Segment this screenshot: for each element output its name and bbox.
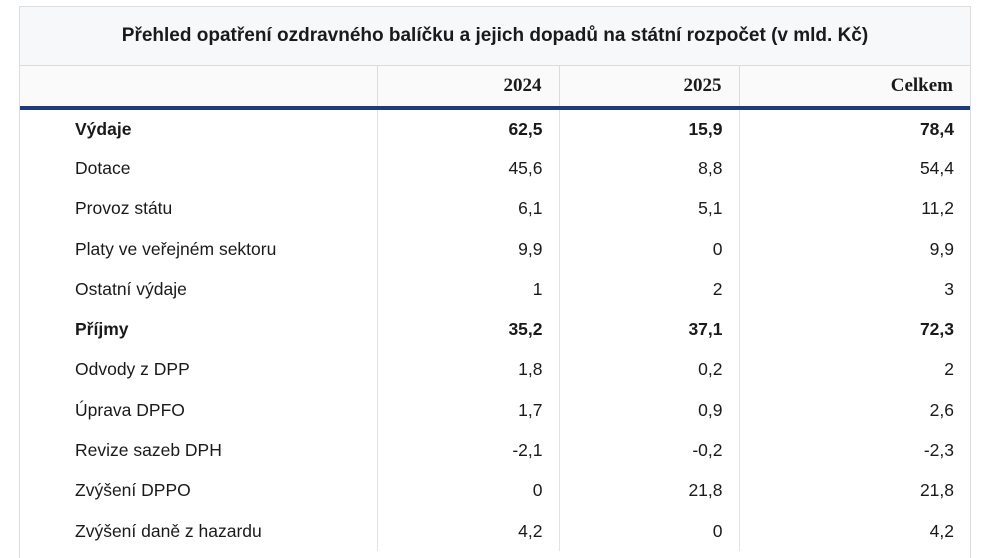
cell-total: -2,3 (923, 440, 954, 461)
table-row: Zvýšení daně z hazardu 4,2 0 4,2 (20, 510, 970, 552)
cell-total: 11,2 (921, 198, 954, 219)
row-label: Příjmy (20, 309, 378, 350)
cell-2025: 0 (559, 510, 740, 552)
cell-2024: 1,7 (377, 390, 560, 431)
cell-total: 9,9 (929, 238, 954, 259)
cell-total: 3 (944, 278, 954, 299)
cell-2024: 0 (377, 470, 560, 511)
table-row: Ostatní výdaje 1 2 3 (20, 269, 970, 310)
cell-2024: 4,2 (377, 510, 560, 552)
cell-2025: -0,2 (559, 430, 740, 471)
cell-2024: 1 (377, 269, 560, 310)
column-header-label (20, 66, 378, 110)
table-container: Přehled opatření ozdravného balíčku a je… (19, 6, 971, 558)
table-row: Úprava DPFO 1,7 0,9 2,6 (20, 390, 970, 431)
cell-2025: 15,9 (559, 108, 740, 149)
table-row: Dotace 45,6 8,8 54,4 (20, 148, 970, 189)
row-label: Revize sazeb DPH (20, 430, 378, 471)
table-row: Provoz státu 6,1 5,1 11,2 (20, 188, 970, 229)
header-row: 2024 2025 Celkem (20, 66, 970, 110)
cell-2025: 37,1 (559, 309, 740, 350)
cell-total: 54,4 (919, 157, 954, 178)
cell-2025: 21,8 (559, 470, 740, 511)
cell-total: 2 (944, 359, 954, 380)
cell-2025: 8,8 (559, 148, 740, 189)
cell-2024: 9,9 (377, 228, 560, 270)
table-row: Odvody z DPP 1,8 0,2 2 (20, 349, 970, 391)
cell-total: 2,6 (929, 399, 954, 420)
row-label: Odvody z DPP (20, 349, 378, 391)
cell-total: 72,3 (919, 319, 954, 340)
row-label: Provoz státu (20, 188, 378, 229)
cell-total: 21,8 (919, 480, 954, 501)
row-label: Úprava DPFO (20, 390, 378, 431)
cell-2024: 45,6 (377, 148, 560, 189)
table-body: Výdaje 62,5 15,9 78,4 Dotace 45,6 8,8 54,4 Provo… (20, 108, 970, 552)
cell-2024: 6,1 (377, 188, 560, 229)
cell-2024: 62,5 (377, 108, 560, 149)
cell-2025: 5,1 (559, 188, 740, 229)
cell-2025: 0 (559, 228, 740, 270)
column-header-2024: 2024 (377, 66, 560, 110)
cell-2024: -2,1 (377, 430, 560, 471)
table-title: Přehled opatření ozdravného balíčku a je… (20, 7, 970, 66)
table-row: Výdaje 62,5 15,9 78,4 (20, 108, 970, 149)
cell-total: 4,2 (929, 520, 954, 541)
table-row: Revize sazeb DPH -2,1 -0,2 -2,3 (20, 430, 970, 471)
column-header-2025: 2025 (559, 66, 740, 110)
cell-2025: 0,2 (559, 349, 740, 391)
table-row: Platy ve veřejném sektoru 9,9 0 9,9 (20, 228, 970, 270)
cell-2024: 1,8 (377, 349, 560, 391)
cell-2024: 35,2 (377, 309, 560, 350)
row-label: Zvýšení DPPO (20, 470, 378, 511)
table-row: Příjmy 35,2 37,1 72,3 (20, 309, 970, 350)
row-label: Výdaje (20, 108, 378, 149)
row-label: Platy ve veřejném sektoru (20, 228, 378, 270)
column-header-total: Celkem (739, 66, 970, 110)
row-label: Dotace (20, 148, 378, 189)
budget-table: 2024 2025 Celkem Výdaje 62,5 15,9 78,4 Dotac… (20, 66, 970, 552)
row-label: Ostatní výdaje (20, 269, 378, 310)
cell-total: 78,4 (919, 118, 954, 139)
cell-2025: 2 (559, 269, 740, 310)
row-label: Zvýšení daně z hazardu (20, 510, 378, 552)
table-row: Zvýšení DPPO 0 21,8 21,8 (20, 470, 970, 511)
cell-2025: 0,9 (559, 390, 740, 431)
